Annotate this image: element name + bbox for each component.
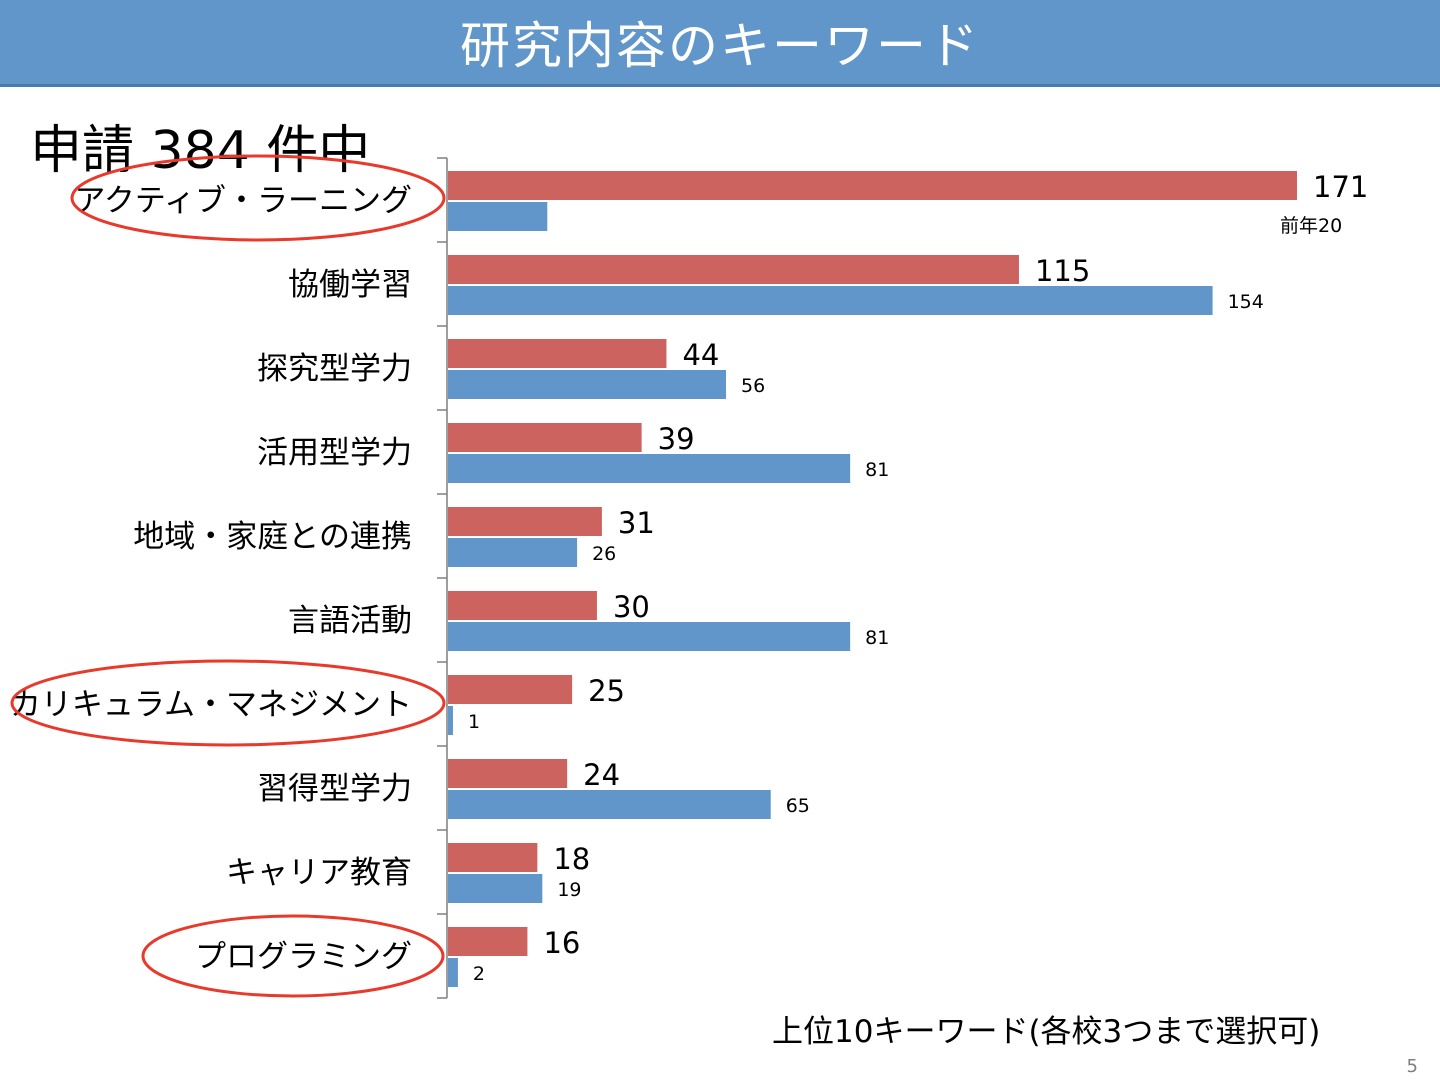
data-label-primary: 16 bbox=[543, 926, 580, 960]
category-label: プログラミング bbox=[195, 939, 412, 975]
bar-primary bbox=[448, 507, 602, 536]
category-label: 地域・家庭との連携 bbox=[133, 519, 412, 555]
data-label-primary: 24 bbox=[583, 758, 620, 792]
bar-secondary bbox=[448, 874, 543, 903]
bar-primary bbox=[448, 843, 538, 872]
bar-secondary bbox=[448, 622, 851, 651]
bar-secondary bbox=[448, 706, 453, 735]
data-label-secondary: 81 bbox=[865, 459, 889, 481]
highlight-ellipse bbox=[70, 154, 446, 242]
data-label-primary: 30 bbox=[613, 590, 650, 624]
data-label-primary: 44 bbox=[682, 338, 719, 372]
bar-primary bbox=[448, 591, 597, 620]
category-label: 習得型学力 bbox=[257, 771, 412, 807]
footnote: 上位10キーワード(各校3つまで選択可) bbox=[772, 1014, 1321, 1050]
slide-title: 研究内容のキーワード bbox=[460, 17, 980, 75]
title-bar: 研究内容のキーワード bbox=[0, 0, 1440, 87]
data-label-secondary: 154 bbox=[1228, 291, 1264, 313]
bar-secondary bbox=[448, 538, 578, 567]
data-label-secondary: 前年20 bbox=[1280, 215, 1342, 237]
category-label: 協働学習 bbox=[288, 267, 412, 303]
data-label-secondary: 19 bbox=[557, 879, 581, 901]
bar-primary bbox=[448, 927, 528, 956]
data-label-secondary: 81 bbox=[865, 627, 889, 649]
data-label-secondary: 65 bbox=[786, 795, 810, 817]
bar-secondary bbox=[448, 454, 851, 483]
data-label-secondary: 1 bbox=[468, 711, 480, 733]
category-label: 活用型学力 bbox=[257, 435, 412, 471]
data-label-secondary: 2 bbox=[473, 963, 485, 985]
data-label-primary: 31 bbox=[618, 506, 655, 540]
data-label-secondary: 56 bbox=[741, 375, 765, 397]
data-label-primary: 25 bbox=[588, 674, 625, 708]
category-label: カリキュラム・マネジメント bbox=[10, 687, 412, 723]
data-label-primary: 18 bbox=[553, 842, 590, 876]
data-label-primary: 39 bbox=[658, 422, 695, 456]
bar-secondary bbox=[448, 286, 1213, 315]
category-label: アクティブ・ラーニング bbox=[74, 183, 412, 219]
bar-primary bbox=[448, 423, 642, 452]
data-label-primary: 115 bbox=[1035, 254, 1090, 288]
slide-subtitle: 申請 384 件中 bbox=[30, 121, 371, 181]
page-number: 5 bbox=[1406, 1056, 1418, 1077]
bar-primary bbox=[448, 255, 1019, 284]
highlight-ellipse bbox=[10, 659, 446, 747]
bar-primary bbox=[448, 759, 568, 788]
data-label-secondary: 26 bbox=[592, 543, 616, 565]
data-label-primary: 171 bbox=[1313, 170, 1368, 204]
highlight-ellipse bbox=[141, 914, 445, 998]
category-label: キャリア教育 bbox=[226, 855, 412, 891]
bar-primary bbox=[448, 171, 1297, 200]
bar-secondary bbox=[448, 202, 548, 231]
category-label: 探究型学力 bbox=[257, 351, 412, 387]
category-label: 言語活動 bbox=[288, 603, 412, 639]
bar-primary bbox=[448, 339, 667, 368]
bar-secondary bbox=[448, 790, 771, 819]
bar-primary bbox=[448, 675, 573, 704]
bar-secondary bbox=[448, 370, 727, 399]
bar-secondary bbox=[448, 958, 458, 987]
